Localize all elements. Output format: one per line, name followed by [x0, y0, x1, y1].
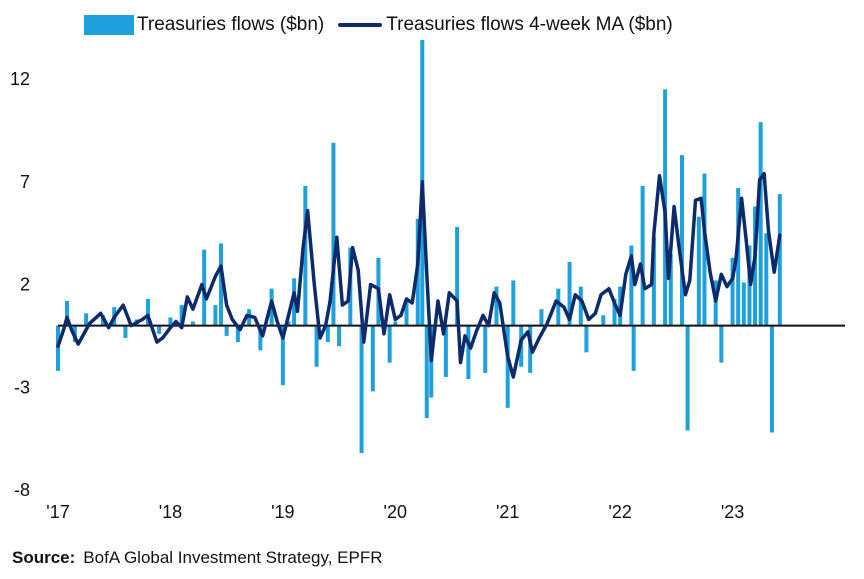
y-tick-label: -3: [14, 377, 30, 397]
flow-bar: [640, 185, 645, 326]
flow-bar: [359, 325, 364, 454]
flow-bar: [736, 187, 741, 326]
flow-bar: [168, 317, 173, 326]
y-tick-label: 2: [20, 275, 30, 295]
legend: Treasuries flows ($bn) Treasuries flows …: [84, 14, 687, 36]
x-axis: '17 '18 '19 '20 '21 '22 '23: [46, 502, 744, 522]
flow-bar: [84, 313, 89, 326]
legend-swatch-line: [338, 23, 383, 27]
flow-bar: [556, 288, 561, 326]
y-tick-label: -8: [14, 480, 30, 500]
flow-bar: [578, 286, 583, 326]
flow-bar: [769, 325, 774, 433]
source-label: Source:: [12, 548, 76, 567]
flow-bar: [511, 280, 516, 326]
flow-bar: [702, 173, 707, 326]
ma-line: [56, 171, 782, 379]
flow-bar: [668, 253, 673, 326]
flow-bar: [280, 325, 285, 386]
flow-bar: [219, 243, 224, 326]
y-axis: 12 7 2 -3 -8: [10, 69, 30, 500]
flow-bar: [730, 257, 735, 326]
flow-bar: [314, 325, 319, 367]
flow-bar: [455, 227, 460, 326]
flow-bar: [157, 325, 162, 334]
x-tick-label: '20: [384, 502, 407, 522]
source-note: Source: BofA Global Investment Strategy, …: [12, 548, 383, 568]
flow-bar: [584, 325, 589, 353]
flow-bar: [393, 321, 398, 326]
flow-bar: [325, 325, 330, 343]
x-tick-label: '17: [46, 502, 69, 522]
x-tick-label: '22: [608, 502, 631, 522]
flow-bar: [466, 325, 471, 380]
source-text: BofA Global Investment Strategy, EPFR: [83, 548, 383, 567]
flow-bar: [679, 155, 684, 326]
legend-item-bars: Treasuries flows ($bn): [84, 14, 324, 36]
legend-swatch-bar: [84, 15, 134, 35]
flow-bar: [190, 321, 195, 326]
flow-bar: [539, 309, 544, 326]
flow-bar: [758, 122, 763, 326]
legend-label-bars: Treasuries flows ($bn): [137, 14, 325, 35]
flow-bar: [713, 280, 718, 326]
flow-bar: [741, 282, 746, 326]
flow-bar: [629, 245, 634, 326]
legend-label-line: Treasuries flows 4-week MA ($bn): [386, 14, 673, 35]
flow-bar: [685, 325, 690, 431]
flow-bar: [764, 233, 769, 326]
flow-bar: [370, 325, 375, 392]
flow-bar: [303, 185, 308, 326]
flow-bar: [651, 237, 656, 326]
flow-bar: [404, 300, 409, 326]
flow-bar: [777, 194, 782, 326]
flow-bar: [331, 142, 336, 326]
y-tick-label: 7: [20, 172, 30, 192]
flow-bar: [145, 298, 150, 326]
flow-bar: [123, 325, 128, 338]
flow-bar: [424, 325, 429, 419]
flow-bar: [179, 305, 184, 326]
flow-bar: [494, 286, 499, 326]
flow-bar: [567, 261, 572, 326]
legend-item-line: Treasuries flows 4-week MA ($bn): [338, 14, 673, 36]
flow-bar: [213, 305, 218, 326]
flow-bar: [631, 325, 636, 371]
flow-bar: [258, 325, 263, 351]
flow-bar: [224, 325, 229, 336]
x-tick-label: '21: [496, 502, 519, 522]
flow-bar: [601, 315, 606, 326]
flow-bar: [483, 325, 488, 373]
flow-bar: [443, 325, 448, 377]
y-tick-label: 12: [10, 69, 30, 89]
x-tick-label: '18: [159, 502, 182, 522]
x-tick-label: '19: [271, 502, 294, 522]
flow-bar: [505, 325, 510, 408]
flow-bar: [56, 325, 60, 371]
flow-bar: [337, 325, 342, 347]
flow-bar: [286, 321, 291, 326]
flow-bar: [696, 216, 701, 326]
flow-bar: [387, 325, 392, 363]
flow-bar: [612, 298, 617, 326]
flow-bar: [719, 325, 724, 363]
flow-bar: [235, 325, 240, 343]
x-tick-label: '23: [721, 502, 744, 522]
flow-bar: [64, 300, 69, 326]
